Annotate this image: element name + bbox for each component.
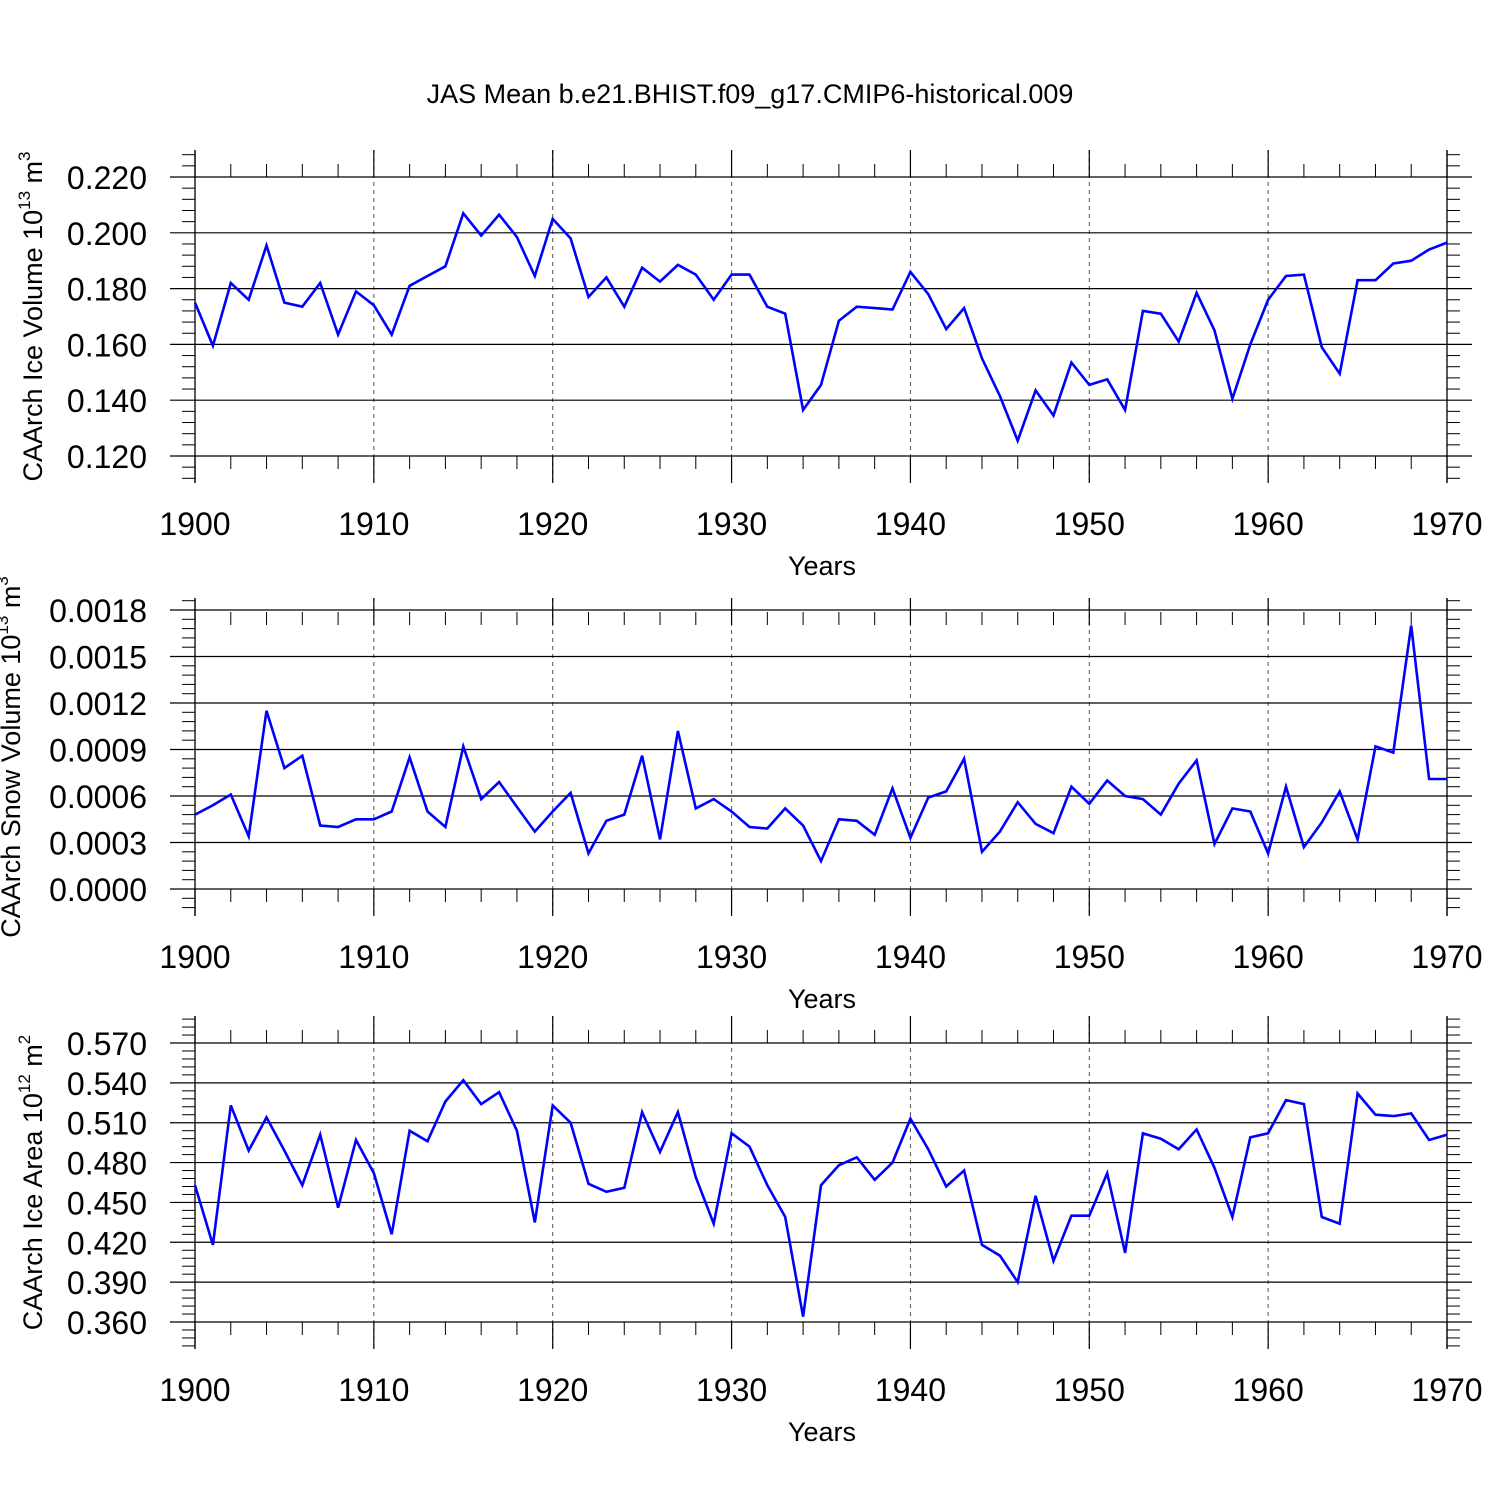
x-tick-label: 1920 <box>517 1372 588 1408</box>
x-tick-label: 1930 <box>696 939 767 975</box>
y-axis-label-exponent: 13 <box>15 191 34 210</box>
y-tick-label: 0.0000 <box>49 872 147 908</box>
x-tick-label: 1920 <box>517 939 588 975</box>
y-axis-label: CAArch Snow Volume 1013 m3 <box>0 576 26 938</box>
y-tick-label: 0.480 <box>67 1146 147 1182</box>
y-tick-label: 0.140 <box>67 383 147 419</box>
x-axis-label: Years <box>788 984 856 1014</box>
x-axis-label: Years <box>788 551 856 581</box>
y-axis-label-unit: m <box>18 161 48 191</box>
panel-2: 0.0000 0.0003 0.0006 0.0009 0.0012 0.0015 0.00… <box>0 576 1483 1014</box>
y-axis-label-unit-exponent: 3 <box>0 576 12 585</box>
y-axis-label-text: CAArch Snow Volume 10 <box>0 635 26 938</box>
panels: 0.120 0.140 0.160 0.180 0.200 0.220 1900 1910 19… <box>0 150 1483 1447</box>
y-tick-label: 0.120 <box>67 439 147 475</box>
y-tick-label: 0.0015 <box>49 640 147 676</box>
x-tick-label: 1950 <box>1054 1372 1125 1408</box>
y-tick-label: 0.200 <box>67 216 147 252</box>
series-line <box>194 625 1447 865</box>
y-tick-label: 0.510 <box>67 1106 147 1142</box>
x-tick-label: 1970 <box>1411 506 1482 542</box>
y-axis-label-unit: m <box>0 586 26 616</box>
y-tick-label: 0.0018 <box>49 593 147 629</box>
y-axis-label-text: CAArch Ice Volume 10 <box>18 210 48 482</box>
x-tick-label: 1930 <box>696 506 767 542</box>
x-tick-label: 1910 <box>338 939 409 975</box>
y-tick-label: 0.450 <box>67 1185 147 1221</box>
x-tick-label: 1900 <box>159 506 230 542</box>
x-tick-label: 1950 <box>1054 506 1125 542</box>
y-tick-label: 0.0012 <box>49 686 147 722</box>
y-tick-label: 0.160 <box>67 327 147 363</box>
x-tick-label: 1970 <box>1411 1372 1482 1408</box>
y-tick-label: 0.0006 <box>49 779 147 815</box>
y-axis-label: CAArch Ice Volume 1013 m3 <box>15 151 48 481</box>
y-axis-label-exponent: 12 <box>15 1074 34 1093</box>
y-tick-label: 0.420 <box>67 1225 147 1261</box>
x-tick-label: 1960 <box>1233 1372 1304 1408</box>
y-tick-label: 0.570 <box>67 1026 147 1062</box>
x-tick-label: 1910 <box>338 1372 409 1408</box>
x-tick-label: 1940 <box>875 939 946 975</box>
y-tick-label: 0.180 <box>67 272 147 308</box>
x-tick-label: 1960 <box>1233 506 1304 542</box>
series-line <box>193 210 1448 445</box>
y-axis-label: CAArch Ice Area 1012 m2 <box>15 1035 48 1331</box>
series-line <box>193 1078 1448 1317</box>
x-tick-label: 1910 <box>338 506 409 542</box>
x-tick-label: 1940 <box>875 1372 946 1408</box>
x-tick-label: 1920 <box>517 506 588 542</box>
y-tick-label: 0.360 <box>67 1305 147 1341</box>
y-tick-label: 0.0009 <box>49 733 147 769</box>
x-tick-label: 1900 <box>159 1372 230 1408</box>
x-tick-label: 1900 <box>159 939 230 975</box>
y-tick-label: 0.220 <box>67 160 147 196</box>
y-axis-label-text: CAArch Ice Area 10 <box>18 1093 48 1330</box>
x-tick-label: 1950 <box>1054 939 1125 975</box>
x-tick-label: 1960 <box>1233 939 1304 975</box>
x-tick-label: 1940 <box>875 506 946 542</box>
panel-1: 0.120 0.140 0.160 0.180 0.200 0.220 1900 1910 19… <box>15 150 1483 581</box>
y-axis-label-exponent: 13 <box>0 616 12 635</box>
y-axis-label-unit: m <box>18 1044 48 1074</box>
y-axis-label-unit-exponent: 3 <box>15 151 34 160</box>
x-axis-label: Years <box>788 1417 856 1447</box>
y-tick-label: 0.540 <box>67 1066 147 1102</box>
x-tick-label: 1930 <box>696 1372 767 1408</box>
chart-title: JAS Mean b.e21.BHIST.f09_g17.CMIP6-histo… <box>427 79 1074 109</box>
y-axis-label-unit-exponent: 2 <box>15 1035 34 1044</box>
y-tick-label: 0.0003 <box>49 826 147 862</box>
y-tick-label: 0.390 <box>67 1265 147 1301</box>
x-tick-label: 1970 <box>1411 939 1482 975</box>
